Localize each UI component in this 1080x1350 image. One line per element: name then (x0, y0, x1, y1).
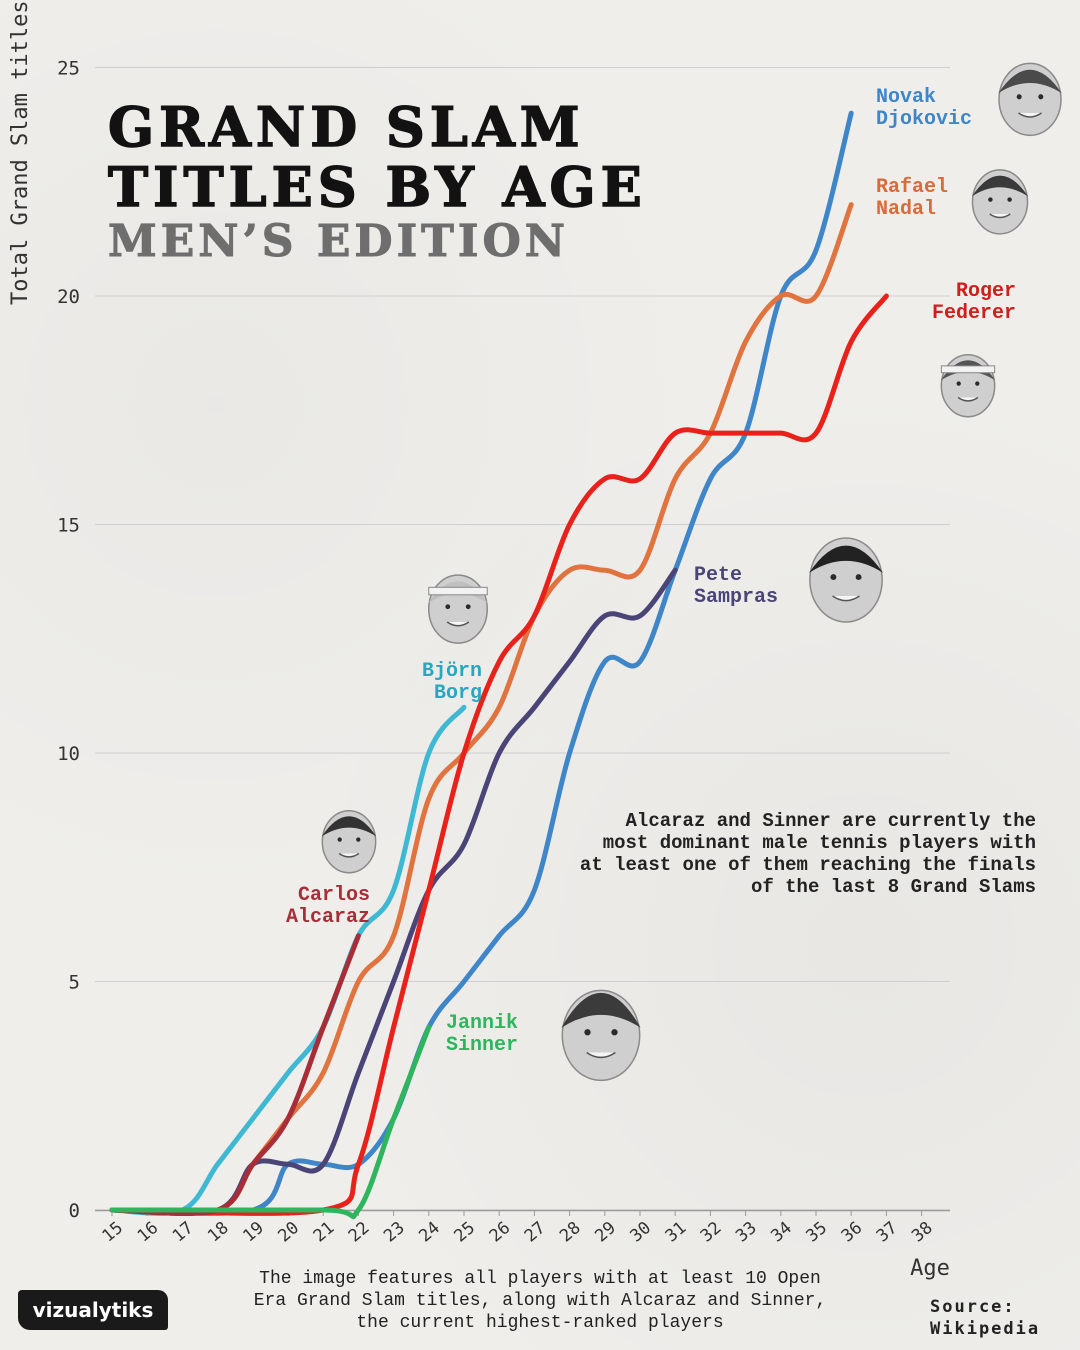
series-label-djokovic: Djokovic (876, 108, 972, 131)
x-tick-label: 35 (803, 1218, 832, 1246)
x-tick-label: 16 (134, 1218, 163, 1246)
portrait-sampras-icon (809, 537, 883, 623)
x-tick-label: 34 (767, 1218, 796, 1246)
x-tick-label: 29 (591, 1218, 620, 1246)
y-tick-label: 15 (57, 515, 80, 537)
series-lines (109, 110, 889, 1220)
x-axis-label: Age (910, 1256, 950, 1281)
footnote: The image features all players with at l… (253, 1269, 827, 1333)
portrait-borg-icon (428, 574, 488, 644)
series-label-federer: Roger (956, 280, 1016, 303)
x-tick-label: 28 (556, 1218, 585, 1246)
series-label-djokovic: Novak (876, 86, 936, 109)
y-tick-label: 20 (57, 286, 80, 308)
series-label-sampras: Sampras (694, 586, 778, 609)
x-tick-label: 36 (838, 1218, 867, 1246)
series-label-federer: Federer (932, 302, 1016, 325)
series-label-nadal: Rafael (876, 176, 948, 199)
x-tick-label: 30 (627, 1218, 656, 1246)
series-label-alcaraz: Alcaraz (286, 906, 370, 929)
series-line-sinner (109, 1024, 432, 1220)
annotation-text: Alcaraz and Sinner are currently the mos… (579, 810, 1036, 898)
y-tick-label: 25 (57, 58, 80, 80)
x-tick-label: 22 (345, 1218, 374, 1246)
series-label-sampras: Pete (694, 564, 742, 587)
portrait-nadal-icon (971, 169, 1029, 235)
y-tick-label: 10 (57, 743, 80, 765)
x-tick-label: 38 (908, 1218, 937, 1246)
series-label-borg: Björn (422, 660, 482, 683)
portrait-federer-icon (940, 353, 996, 418)
x-tick-label: 18 (204, 1218, 233, 1246)
x-tick-label: 27 (521, 1218, 550, 1246)
series-label-sinner: Jannik (446, 1012, 518, 1035)
y-tick-label: 0 (69, 1200, 80, 1222)
player-portraits (321, 62, 1062, 1082)
x-tick-label: 15 (99, 1218, 128, 1246)
x-tick-label: 23 (380, 1218, 409, 1246)
title-line-1: GRAND SLAM (107, 95, 585, 159)
x-tick-label: 32 (697, 1218, 726, 1246)
series-label-sinner: Sinner (446, 1034, 518, 1057)
x-tick-label: 37 (873, 1218, 902, 1246)
y-axis-label: Total Grand Slam titles won (8, 0, 33, 305)
portrait-alcaraz-icon (321, 809, 377, 874)
x-tick-label: 31 (662, 1218, 691, 1246)
series-label-alcaraz: Carlos (298, 884, 370, 907)
x-tick-label: 25 (451, 1218, 480, 1246)
x-tick-label: 33 (732, 1218, 761, 1246)
series-label-borg: Borg (434, 682, 482, 705)
x-tick-label: 24 (415, 1218, 444, 1246)
x-tick-label: 21 (310, 1218, 339, 1246)
x-tick-label: 26 (486, 1218, 515, 1246)
portrait-djokovic-icon (998, 62, 1062, 137)
vizualytiks-logo: vizualytiks (18, 1290, 168, 1330)
series-line-nadal (109, 202, 854, 1216)
subtitle: MEN’S EDITION (108, 216, 570, 267)
portrait-sinner-icon (561, 989, 641, 1082)
series-label-nadal: Nadal (876, 198, 936, 221)
title-block: GRAND SLAM TITLES BY AGE MEN’S EDITION (107, 95, 647, 267)
series-line-federer (109, 293, 889, 1216)
x-tick-label: 17 (169, 1218, 198, 1246)
x-tick-label: 19 (239, 1218, 268, 1246)
x-tick-label: 20 (275, 1218, 304, 1246)
title-line-2: TITLES BY AGE (107, 155, 647, 219)
source-credit: Source: Wikipedia (930, 1297, 1041, 1339)
y-tick-label: 5 (69, 972, 80, 994)
series-line-alcaraz (109, 933, 361, 1216)
